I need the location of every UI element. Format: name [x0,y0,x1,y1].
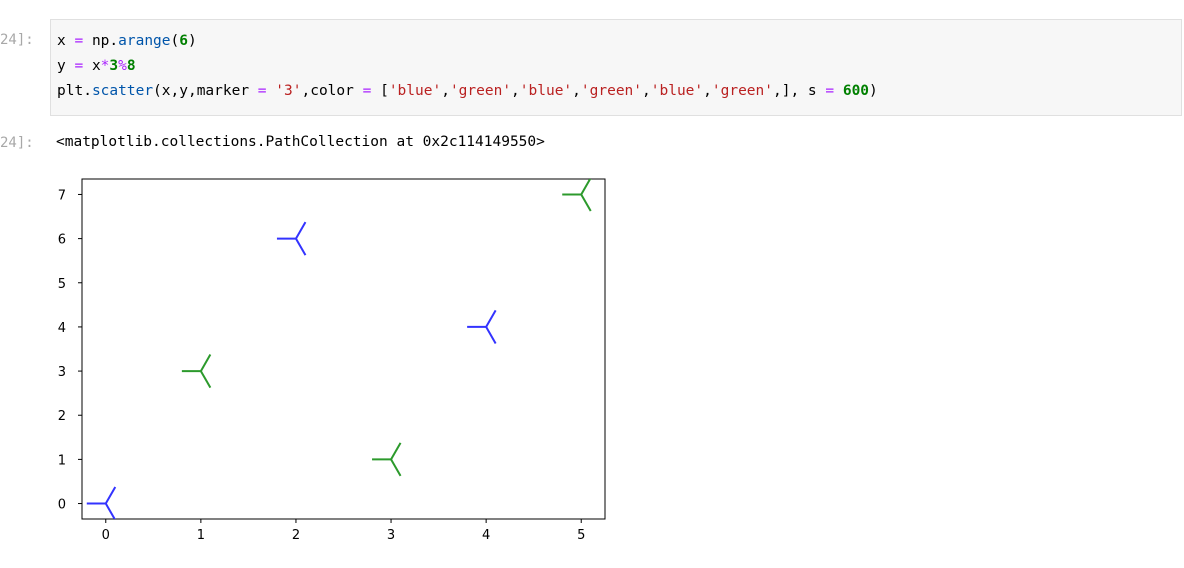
output-prompt: 24]: [0,135,34,151]
y-tick-label: 0 [58,498,66,513]
x-tick-label: 1 [197,528,205,543]
scatter-points [86,179,592,519]
x-tick-label: 3 [387,528,395,543]
scatter-point-green [562,179,592,212]
scatter-point-green [372,442,402,477]
y-tick-label: 1 [58,453,66,468]
y-tick-label: 4 [58,321,66,336]
y-tick-label: 5 [58,277,66,292]
y-axis-ticks: 0 1 2 3 4 5 6 7 [58,188,82,513]
y-tick-label: 3 [58,365,66,380]
code-line-1: x = np.arange(6) [57,33,197,49]
y-tick-label: 6 [58,233,66,248]
output-repr-text: <matplotlib.collections.PathCollection a… [56,134,545,150]
x-axis-ticks: 0 1 2 3 4 5 [102,519,585,543]
x-tick-label: 0 [102,528,110,543]
code-input-area[interactable]: x = np.arange(6) y = x*3%8 plt.scatter(x… [50,19,1182,116]
scatter-point-blue [276,221,307,256]
scatter-point-blue [86,486,117,519]
input-prompt: 24]: [0,32,34,48]
plot-area-frame [81,178,606,520]
y-tick-label: 7 [58,188,66,203]
code-line-3: plt.scatter(x,y,marker = '3',color = ['b… [57,83,878,99]
x-tick-label: 2 [292,528,300,543]
y-tick-label: 2 [58,409,66,424]
x-tick-label: 4 [482,528,490,543]
scatter-point-blue [467,309,497,344]
x-tick-label: 5 [577,528,585,543]
scatter-point-green [181,354,212,389]
code-line-2: y = x*3%8 [57,58,136,74]
